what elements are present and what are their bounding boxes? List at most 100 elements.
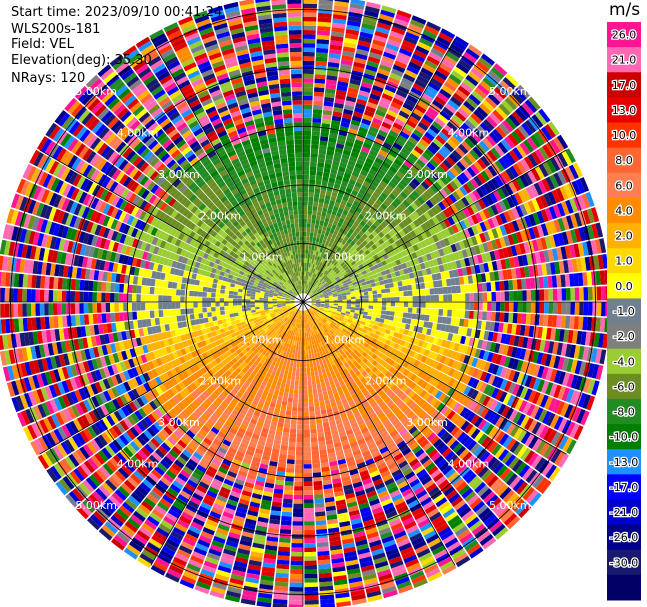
velocity-gate <box>525 186 535 200</box>
velocity-gate <box>323 0 334 1</box>
velocity-gate <box>456 463 468 474</box>
velocity-gate <box>465 48 480 60</box>
velocity-gate <box>209 590 225 599</box>
velocity-gate <box>433 455 444 465</box>
velocity-gate <box>441 198 450 209</box>
velocity-gate <box>347 505 359 513</box>
velocity-gate <box>375 362 382 370</box>
velocity-gate <box>355 53 368 61</box>
velocity-gate <box>294 468 303 474</box>
velocity-gate <box>367 56 381 64</box>
velocity-gate <box>484 438 495 451</box>
velocity-gate <box>360 298 365 302</box>
velocity-gate <box>534 314 540 326</box>
velocity-gate <box>521 313 527 325</box>
velocity-gate <box>474 245 481 255</box>
velocity-gate <box>303 424 310 430</box>
velocity-gate <box>338 166 346 173</box>
velocity-gate <box>520 447 532 461</box>
velocity-gate <box>591 364 600 379</box>
velocity-gate <box>317 317 322 322</box>
velocity-gate <box>395 501 407 510</box>
velocity-gate <box>368 466 378 474</box>
velocity-gate <box>386 133 397 142</box>
velocity-gate <box>381 93 393 102</box>
velocity-gate <box>313 278 316 283</box>
velocity-gate <box>356 337 362 343</box>
velocity-gate <box>482 99 495 112</box>
velocity-gate <box>349 581 364 588</box>
velocity-gate <box>275 475 285 481</box>
velocity-gate <box>460 55 475 67</box>
velocity-gate <box>352 271 358 276</box>
velocity-gate <box>326 332 331 338</box>
velocity-gate <box>356 192 364 200</box>
velocity-gate <box>313 104 323 110</box>
velocity-gate <box>439 88 452 99</box>
velocity-gate <box>492 332 498 342</box>
velocity-gate <box>246 514 258 521</box>
velocity-gate <box>331 364 337 370</box>
velocity-gate <box>440 339 448 348</box>
velocity-gate <box>440 418 450 428</box>
velocity-gate <box>389 212 398 220</box>
velocity-gate <box>310 282 313 287</box>
velocity-gate <box>380 581 396 590</box>
velocity-gate <box>357 498 369 506</box>
velocity-gate <box>401 447 412 456</box>
velocity-gate <box>385 292 391 298</box>
velocity-gate <box>309 331 313 337</box>
velocity-gate <box>397 344 404 352</box>
velocity-gate <box>268 429 276 435</box>
velocity-gate <box>374 247 380 254</box>
velocity-gate <box>310 223 315 229</box>
velocity-gate <box>409 238 417 246</box>
velocity-gate <box>313 291 318 295</box>
velocity-gate <box>373 435 382 443</box>
velocity-gate <box>503 280 509 291</box>
velocity-gate <box>495 354 503 365</box>
velocity-gate <box>456 404 465 415</box>
velocity-gate <box>317 365 322 371</box>
velocity-gate <box>343 340 349 346</box>
velocity-gate <box>304 275 306 281</box>
velocity-gate <box>340 233 346 240</box>
velocity-gate <box>491 291 497 301</box>
velocity-gate <box>475 380 484 391</box>
velocity-gate <box>304 319 306 324</box>
velocity-gate <box>315 175 323 181</box>
velocity-gate <box>334 216 340 222</box>
velocity-gate <box>331 374 337 380</box>
velocity-gate <box>424 110 437 121</box>
velocity-gate <box>376 486 387 495</box>
velocity-gate <box>362 364 369 371</box>
velocity-gate <box>324 265 329 270</box>
velocity-gate <box>277 422 284 428</box>
velocity-gate <box>417 171 427 181</box>
velocity-gate <box>378 129 388 138</box>
velocity-gate <box>342 368 349 374</box>
velocity-gate <box>365 486 376 494</box>
velocity-gate <box>313 259 317 265</box>
velocity-gate <box>455 222 463 232</box>
velocity-gate <box>308 327 311 332</box>
velocity-gate <box>461 140 472 152</box>
velocity-gate <box>331 120 341 126</box>
velocity-gate <box>306 231 310 237</box>
velocity-gate <box>506 438 517 451</box>
velocity-gate <box>324 316 329 320</box>
velocity-gate <box>279 386 285 393</box>
velocity-gate <box>382 434 392 443</box>
velocity-gate <box>313 393 319 398</box>
velocity-gate <box>312 283 316 288</box>
velocity-gate <box>292 521 303 526</box>
velocity-gate <box>416 387 424 396</box>
velocity-gate <box>573 243 581 258</box>
velocity-gate <box>331 355 336 361</box>
velocity-gate <box>434 390 443 400</box>
velocity-gate <box>358 383 365 390</box>
velocity-gate <box>320 267 325 273</box>
velocity-gate <box>283 360 288 366</box>
velocity-gate <box>369 279 375 284</box>
velocity-gate <box>311 288 315 293</box>
